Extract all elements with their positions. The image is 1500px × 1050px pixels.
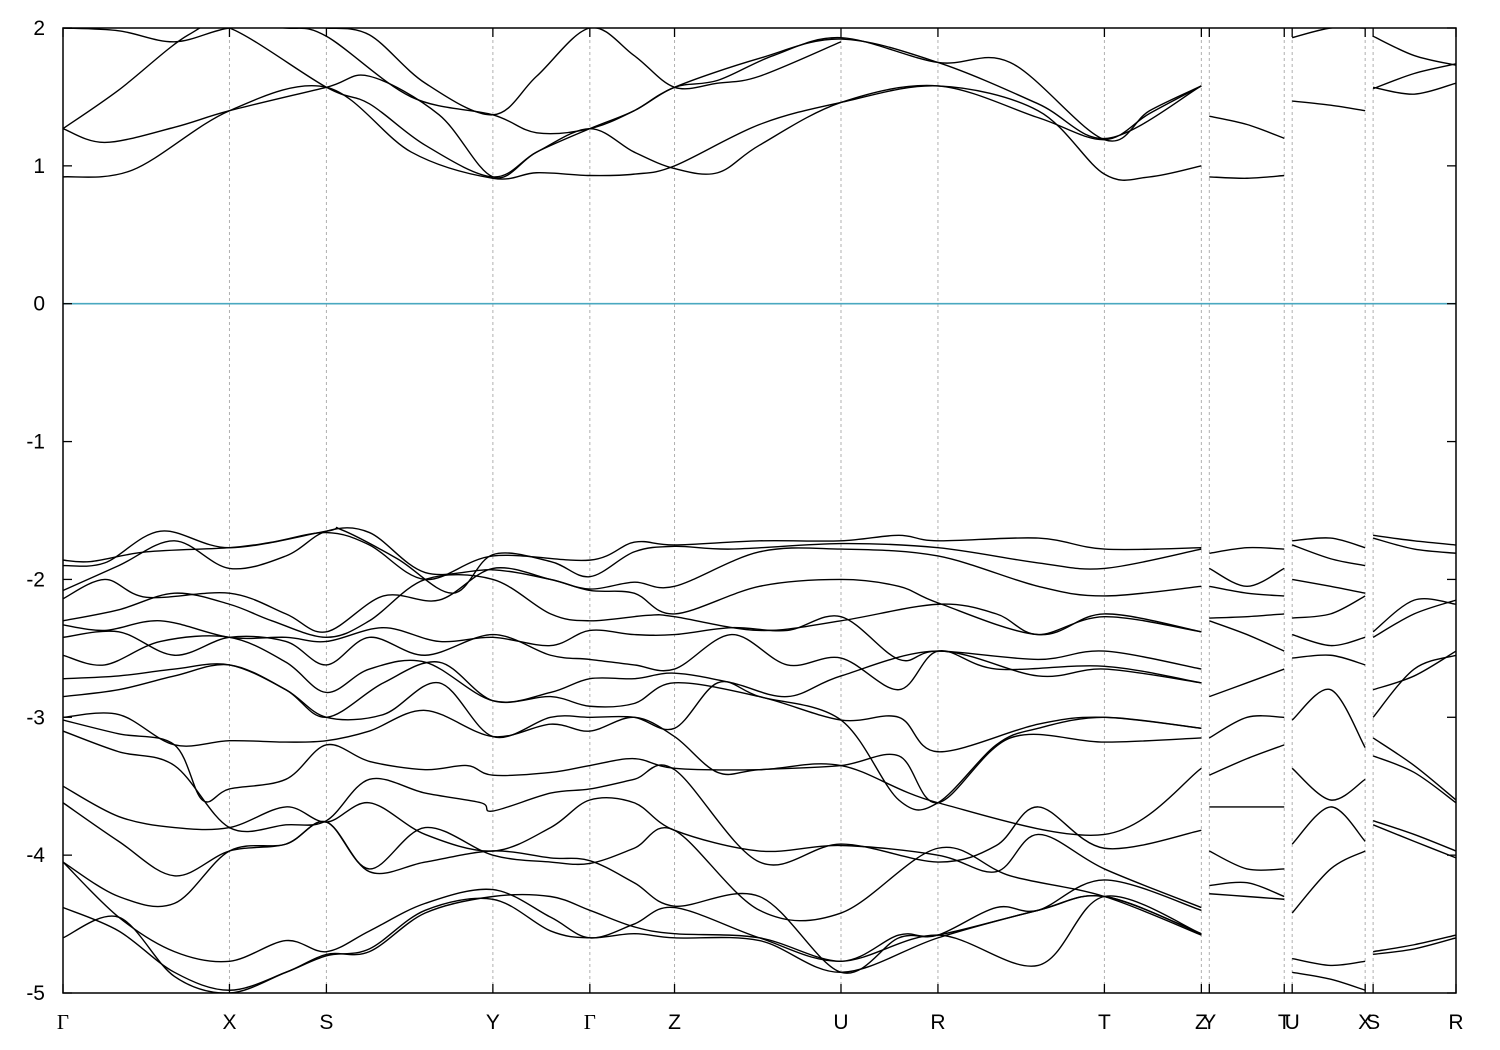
band-line — [63, 635, 1202, 703]
band-line — [1292, 28, 1366, 39]
y-tick-label: 1 — [33, 155, 45, 178]
band-line — [1372, 650, 1456, 691]
band-line — [63, 526, 1202, 594]
band-line — [1372, 82, 1456, 95]
x-tick-label: S — [1366, 1011, 1380, 1034]
x-tick-label: T — [1278, 1011, 1291, 1034]
band-line — [1372, 599, 1456, 638]
y-axis-ticks: -5 -4 -3 -2 -1 0 1 2 — [26, 17, 1456, 1005]
band-line — [1291, 544, 1366, 567]
x-tick-label: Y — [1202, 1011, 1216, 1034]
band-line — [1372, 820, 1456, 852]
band-line — [1209, 585, 1285, 597]
band-line — [63, 615, 1202, 670]
band-line — [1372, 755, 1456, 804]
plot-border — [62, 27, 1457, 994]
band-line — [1291, 850, 1366, 914]
band-line — [1208, 715, 1285, 739]
y-tick-label: -4 — [26, 844, 45, 867]
band-line — [1209, 115, 1285, 139]
x-tick-label: Z — [668, 1011, 681, 1034]
band-line — [63, 567, 1202, 636]
band-line — [63, 802, 1202, 936]
x-tick-label: U — [1285, 1011, 1300, 1034]
band-line — [63, 730, 1202, 866]
band-line — [1291, 806, 1366, 845]
band-line — [63, 709, 1202, 804]
band-line — [326, 28, 842, 116]
band-line — [1292, 578, 1366, 594]
y-tick-label: 2 — [33, 17, 45, 40]
band-line — [63, 28, 1202, 140]
band-line — [63, 719, 1202, 836]
band-line — [1209, 881, 1285, 898]
band-line — [1209, 613, 1285, 619]
x-tick-label: Γ — [57, 1010, 69, 1034]
kpoint-gridlines — [228, 28, 1374, 993]
band-line — [63, 531, 1202, 581]
band-line — [1292, 595, 1366, 619]
plot-frame — [62, 27, 1457, 994]
band-line — [1291, 767, 1366, 801]
band-line — [1209, 668, 1285, 698]
y-tick-label: 0 — [33, 293, 45, 316]
x-tick-label: T — [1098, 1011, 1111, 1034]
band-line — [63, 74, 1202, 179]
band-line — [1373, 534, 1456, 546]
band-line — [63, 630, 1202, 691]
band-line — [1292, 971, 1366, 991]
band-line — [1292, 957, 1366, 967]
band-line — [1209, 744, 1285, 776]
band-line — [1372, 63, 1456, 90]
band-line — [1373, 934, 1456, 953]
band-line — [1292, 100, 1366, 112]
band-line — [63, 861, 1202, 967]
x-tick-label: R — [930, 1011, 945, 1034]
band-line — [63, 574, 1202, 639]
band-line — [1372, 824, 1456, 859]
band-line — [1373, 937, 1456, 956]
band-line — [1209, 174, 1285, 179]
x-tick-label: Z — [1195, 1011, 1208, 1034]
x-tick-label: Γ — [584, 1010, 596, 1034]
x-tick-label: S — [319, 1011, 333, 1034]
band-line — [1372, 737, 1456, 801]
band-line — [63, 895, 1202, 993]
x-tick-label: R — [1448, 1011, 1463, 1034]
y-tick-label: -3 — [26, 706, 45, 729]
band-line — [63, 820, 1202, 974]
band-line — [1208, 567, 1285, 588]
band-line — [1372, 654, 1456, 718]
band-line — [1209, 620, 1285, 652]
band-line — [63, 84, 1202, 181]
x-tick-label: X — [222, 1011, 236, 1034]
band-line — [1291, 688, 1366, 748]
x-tick-label: U — [833, 1011, 848, 1034]
x-tick-label: X — [1358, 1011, 1372, 1034]
band-lines — [63, 28, 1456, 993]
band-line — [63, 893, 1202, 991]
band-line — [1372, 35, 1456, 66]
x-axis-ticks: Γ X S Y Γ Z U R T ZY TU XS R — [57, 28, 1464, 1034]
y-tick-label: -5 — [26, 982, 45, 1005]
band-line — [1292, 654, 1366, 666]
band-line — [1208, 850, 1285, 871]
y-tick-label: -1 — [26, 431, 45, 454]
band-line — [1292, 537, 1366, 549]
band-line — [1209, 893, 1285, 900]
band-line — [1291, 633, 1366, 647]
band-line — [1209, 546, 1285, 554]
band-line — [1372, 537, 1456, 554]
band-line — [63, 785, 1202, 909]
x-tick-label: Y — [486, 1011, 500, 1034]
y-tick-label: -2 — [26, 568, 45, 591]
